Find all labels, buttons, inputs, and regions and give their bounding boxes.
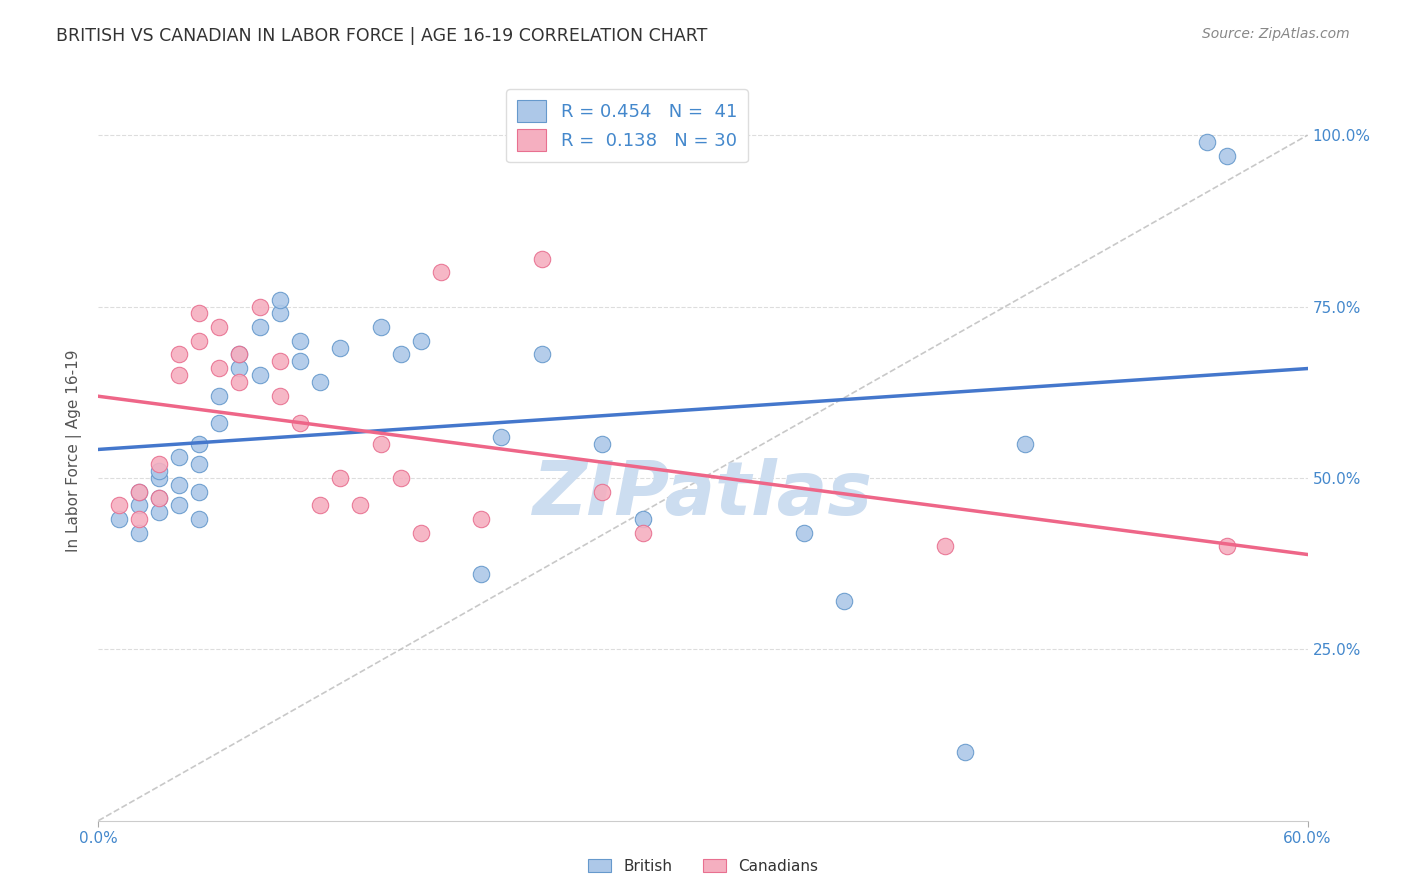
Point	[249, 300, 271, 314]
Text: BRITISH VS CANADIAN IN LABOR FORCE | AGE 16-19 CORRELATION CHART: BRITISH VS CANADIAN IN LABOR FORCE | AGE…	[56, 27, 707, 45]
Legend: British, Canadians: British, Canadians	[582, 853, 824, 880]
Point	[1216, 149, 1239, 163]
Point	[288, 416, 311, 430]
Point	[934, 540, 956, 554]
Point	[793, 525, 815, 540]
Point	[591, 436, 613, 450]
Point	[269, 306, 291, 320]
Point	[188, 334, 211, 348]
Point	[148, 464, 170, 478]
Point	[430, 265, 453, 279]
Point	[148, 457, 170, 471]
Point	[167, 368, 190, 382]
Point	[249, 368, 271, 382]
Point	[188, 457, 211, 471]
Point	[148, 505, 170, 519]
Point	[470, 512, 492, 526]
Point	[269, 354, 291, 368]
Point	[349, 498, 371, 512]
Point	[167, 477, 190, 491]
Point	[491, 430, 513, 444]
Point	[631, 525, 654, 540]
Point	[148, 491, 170, 506]
Point	[288, 334, 311, 348]
Point	[148, 471, 170, 485]
Point	[530, 347, 553, 361]
Point	[107, 512, 129, 526]
Point	[409, 334, 432, 348]
Point	[208, 361, 231, 376]
Point	[208, 416, 231, 430]
Point	[128, 525, 150, 540]
Point	[208, 320, 231, 334]
Point	[228, 347, 250, 361]
Point	[188, 484, 211, 499]
Point	[269, 389, 291, 403]
Point	[953, 745, 976, 759]
Point	[269, 293, 291, 307]
Legend: R = 0.454   N =  41, R =  0.138   N = 30: R = 0.454 N = 41, R = 0.138 N = 30	[506, 89, 748, 162]
Point	[389, 471, 412, 485]
Point	[832, 594, 855, 608]
Point	[208, 389, 231, 403]
Point	[228, 347, 250, 361]
Point	[167, 450, 190, 465]
Point	[631, 512, 654, 526]
Point	[288, 354, 311, 368]
Point	[409, 525, 432, 540]
Point	[167, 498, 190, 512]
Point	[188, 436, 211, 450]
Point	[128, 512, 150, 526]
Point	[228, 361, 250, 376]
Point	[1195, 135, 1218, 149]
Point	[228, 375, 250, 389]
Point	[167, 347, 190, 361]
Point	[329, 471, 352, 485]
Point	[370, 320, 392, 334]
Point	[128, 484, 150, 499]
Point	[128, 484, 150, 499]
Point	[389, 347, 412, 361]
Point	[370, 436, 392, 450]
Point	[107, 498, 129, 512]
Point	[188, 306, 211, 320]
Point	[309, 498, 332, 512]
Point	[148, 491, 170, 506]
Point	[309, 375, 332, 389]
Point	[1014, 436, 1036, 450]
Point	[1216, 540, 1239, 554]
Text: ZIPatlas: ZIPatlas	[533, 458, 873, 532]
Y-axis label: In Labor Force | Age 16-19: In Labor Force | Age 16-19	[66, 349, 83, 552]
Point	[329, 341, 352, 355]
Point	[188, 512, 211, 526]
Point	[470, 566, 492, 581]
Point	[530, 252, 553, 266]
Point	[128, 498, 150, 512]
Point	[591, 484, 613, 499]
Point	[249, 320, 271, 334]
Text: Source: ZipAtlas.com: Source: ZipAtlas.com	[1202, 27, 1350, 41]
